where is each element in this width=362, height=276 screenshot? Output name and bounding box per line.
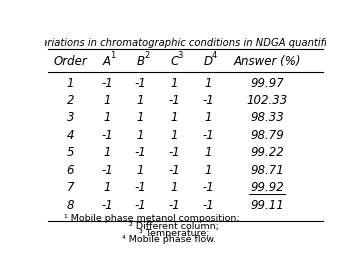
- Text: 3: 3: [178, 51, 183, 60]
- Text: -1: -1: [202, 181, 214, 194]
- Text: 98.79: 98.79: [250, 129, 284, 142]
- Text: 1: 1: [103, 112, 111, 124]
- Text: 1: 1: [137, 112, 144, 124]
- Text: ⁴ Mobile phase flow.: ⁴ Mobile phase flow.: [122, 235, 216, 244]
- Text: 1: 1: [103, 181, 111, 194]
- Text: Answer (%): Answer (%): [233, 55, 300, 68]
- Text: -1: -1: [135, 198, 147, 211]
- Text: C: C: [170, 55, 178, 68]
- Text: 99.97: 99.97: [250, 76, 284, 90]
- Text: -1: -1: [135, 181, 147, 194]
- Text: -1: -1: [202, 94, 214, 107]
- Text: A: A: [103, 55, 111, 68]
- Text: 1: 1: [137, 94, 144, 107]
- Text: 1: 1: [137, 164, 144, 177]
- Text: Order: Order: [54, 55, 87, 68]
- Text: 1: 1: [67, 76, 74, 90]
- Text: -1: -1: [168, 146, 180, 159]
- Text: 1: 1: [204, 112, 212, 124]
- Text: 1: 1: [171, 76, 178, 90]
- Text: -1: -1: [101, 198, 113, 211]
- Text: 1: 1: [103, 94, 111, 107]
- Text: 1: 1: [137, 129, 144, 142]
- Text: 102.33: 102.33: [246, 94, 287, 107]
- Text: -1: -1: [135, 146, 147, 159]
- Text: 1: 1: [204, 146, 212, 159]
- Text: 2: 2: [67, 94, 74, 107]
- Text: 6: 6: [67, 164, 74, 177]
- Text: 3: 3: [67, 112, 74, 124]
- Text: 99.22: 99.22: [250, 146, 284, 159]
- Text: 1: 1: [204, 76, 212, 90]
- Text: 8: 8: [67, 198, 74, 211]
- Text: Variations in chromatographic conditions in NDGA quantifi…: Variations in chromatographic conditions…: [35, 38, 336, 48]
- Text: 1: 1: [204, 164, 212, 177]
- Text: -1: -1: [101, 129, 113, 142]
- Text: 98.33: 98.33: [250, 112, 284, 124]
- Text: 1: 1: [103, 146, 111, 159]
- Text: ¹ Mobile phase metanol composition;: ¹ Mobile phase metanol composition;: [64, 214, 240, 223]
- Text: 1: 1: [171, 112, 178, 124]
- Text: 1: 1: [171, 181, 178, 194]
- Text: B: B: [136, 55, 145, 68]
- Text: 1: 1: [171, 129, 178, 142]
- Text: 99.11: 99.11: [250, 198, 284, 211]
- Text: 4: 4: [67, 129, 74, 142]
- Text: 1: 1: [110, 51, 116, 60]
- Text: ² Different column;: ² Different column;: [129, 222, 219, 231]
- Text: 2: 2: [144, 51, 150, 60]
- Text: D: D: [203, 55, 212, 68]
- Text: 5: 5: [67, 146, 74, 159]
- Text: 4: 4: [211, 51, 217, 60]
- Text: -1: -1: [101, 76, 113, 90]
- Text: -1: -1: [168, 164, 180, 177]
- Text: -1: -1: [168, 198, 180, 211]
- Text: 99.92: 99.92: [250, 181, 284, 194]
- Text: 7: 7: [67, 181, 74, 194]
- Text: -1: -1: [168, 94, 180, 107]
- Text: ³ Temperature;: ³ Temperature;: [139, 229, 210, 238]
- Text: -1: -1: [135, 76, 147, 90]
- Text: -1: -1: [202, 129, 214, 142]
- Text: -1: -1: [101, 164, 113, 177]
- Text: 98.71: 98.71: [250, 164, 284, 177]
- Text: -1: -1: [202, 198, 214, 211]
